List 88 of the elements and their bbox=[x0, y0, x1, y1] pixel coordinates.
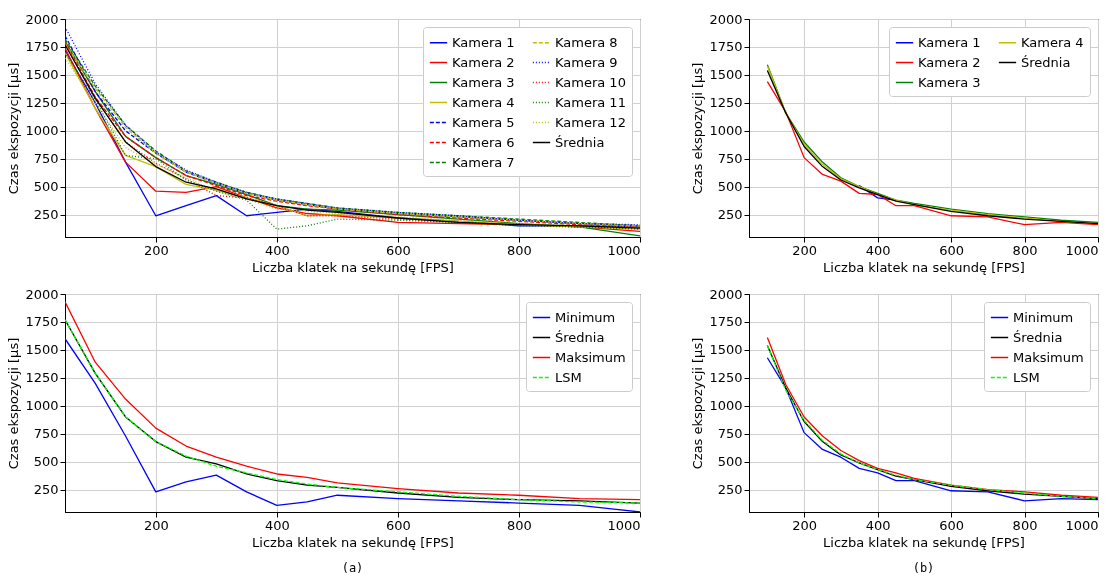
legend-label: Maksimum bbox=[1013, 349, 1084, 365]
x-tick-label: 800 bbox=[1012, 517, 1038, 533]
legend-label: LSM bbox=[1013, 369, 1040, 385]
x-tick-label: 200 bbox=[792, 242, 818, 258]
x-tick-label: 200 bbox=[143, 517, 169, 533]
legend-label: Maksimum bbox=[555, 349, 626, 365]
x-tick-label: 800 bbox=[507, 517, 532, 533]
y-tick-label: 1000 bbox=[25, 398, 59, 414]
y-tick-label: 500 bbox=[717, 454, 743, 470]
y-tick-label: 500 bbox=[33, 454, 59, 470]
x-tick-label: 200 bbox=[792, 517, 818, 533]
legend-label: Kamera 3 bbox=[918, 74, 981, 90]
y-axis-title: Czas ekspozycji [µs] bbox=[690, 62, 706, 195]
y-tick-label: 250 bbox=[33, 207, 59, 223]
legend-label: Kamera 12 bbox=[555, 114, 626, 130]
y-tick-label: 1000 bbox=[709, 123, 743, 139]
y-tick-label: 2000 bbox=[25, 286, 59, 302]
y-tick-label: 1750 bbox=[25, 39, 59, 55]
y-tick-label: 1250 bbox=[709, 370, 743, 386]
y-tick-label: 500 bbox=[717, 179, 743, 195]
text: (b) bbox=[912, 561, 935, 575]
y-axis-title: Czas ekspozycji [µs] bbox=[690, 337, 706, 470]
legend-label: Kamera 3 bbox=[452, 74, 515, 90]
y-tick-label: 1500 bbox=[709, 67, 743, 83]
y-tick-label: 500 bbox=[33, 179, 59, 195]
y-tick-label: 1750 bbox=[25, 314, 59, 330]
y-tick-label: 1250 bbox=[25, 95, 59, 111]
legend-label: Średnia bbox=[1013, 329, 1063, 345]
legend-label: Kamera 1 bbox=[452, 34, 515, 50]
x-axis-title: Liczba klatek na sekundę [FPS] bbox=[252, 534, 454, 550]
y-tick-label: 750 bbox=[33, 426, 59, 442]
y-tick-label: 750 bbox=[717, 151, 743, 167]
legend-label: LSM bbox=[555, 369, 582, 385]
legend-label: Kamera 2 bbox=[918, 54, 981, 70]
x-tick-label: 800 bbox=[507, 242, 532, 258]
y-tick-label: 250 bbox=[717, 207, 743, 223]
legend-label: Średnia bbox=[555, 329, 605, 345]
x-axis-title: Liczba klatek na sekundę [FPS] bbox=[823, 259, 1025, 275]
legend-label: Kamera 8 bbox=[555, 34, 618, 50]
legend-label: Kamera 6 bbox=[452, 134, 515, 150]
x-axis-title: Liczba klatek na sekundę [FPS] bbox=[823, 534, 1025, 550]
legend-label: Kamera 7 bbox=[452, 154, 515, 170]
y-tick-label: 750 bbox=[717, 426, 743, 442]
legend-label: Kamera 2 bbox=[452, 54, 515, 70]
y-tick-label: 1250 bbox=[709, 95, 743, 111]
x-tick-label: 800 bbox=[1012, 242, 1038, 258]
x-tick-label: 400 bbox=[264, 242, 290, 258]
x-tick-label: 600 bbox=[939, 242, 964, 258]
y-tick-label: 2000 bbox=[709, 11, 743, 27]
y-tick-label: 1500 bbox=[25, 342, 59, 358]
y-tick-label: 1000 bbox=[25, 123, 59, 139]
y-tick-label: 2000 bbox=[709, 286, 743, 302]
x-tick-label: 600 bbox=[939, 517, 964, 533]
y-tick-label: 250 bbox=[33, 482, 59, 498]
legend-label: Kamera 4 bbox=[452, 94, 515, 110]
y-tick-label: 750 bbox=[33, 151, 59, 167]
x-tick-label: 400 bbox=[865, 517, 891, 533]
x-tick-label: 200 bbox=[143, 242, 169, 258]
legend-label: Kamera 1 bbox=[918, 34, 981, 50]
x-tick-label: 1000 bbox=[1065, 242, 1099, 258]
x-tick-label: 400 bbox=[865, 242, 891, 258]
x-axis-title: Liczba klatek na sekundę [FPS] bbox=[252, 259, 454, 275]
x-tick-label: 600 bbox=[385, 517, 411, 533]
y-axis-title: Czas ekspozycji [µs] bbox=[6, 337, 22, 470]
y-tick-label: 1500 bbox=[709, 342, 743, 358]
legend-label: Kamera 10 bbox=[555, 74, 626, 90]
x-tick-label: 1000 bbox=[607, 242, 641, 258]
legend-label: Kamera 11 bbox=[555, 94, 626, 110]
y-axis-title: Czas ekspozycji [µs] bbox=[6, 62, 22, 195]
y-tick-label: 1250 bbox=[25, 370, 59, 386]
y-tick-label: 2000 bbox=[25, 11, 59, 27]
y-tick-label: 1750 bbox=[709, 39, 743, 55]
x-tick-label: 400 bbox=[264, 517, 290, 533]
x-tick-label: 1000 bbox=[607, 517, 641, 533]
legend-label: Kamera 4 bbox=[1021, 34, 1084, 50]
legend-label: Średnia bbox=[1021, 54, 1071, 70]
y-tick-label: 1000 bbox=[709, 398, 743, 414]
x-tick-label: 600 bbox=[385, 242, 411, 258]
text: (a) bbox=[341, 561, 364, 575]
legend-label: Kamera 5 bbox=[452, 114, 515, 130]
y-tick-label: 250 bbox=[717, 482, 743, 498]
legend-label: Kamera 9 bbox=[555, 54, 618, 70]
y-tick-label: 1500 bbox=[25, 67, 59, 83]
legend-label: Minimum bbox=[555, 309, 616, 325]
legend-label: Minimum bbox=[1013, 309, 1074, 325]
y-tick-label: 1750 bbox=[709, 314, 743, 330]
legend-label: Średnia bbox=[555, 134, 605, 150]
x-tick-label: 1000 bbox=[1065, 517, 1099, 533]
